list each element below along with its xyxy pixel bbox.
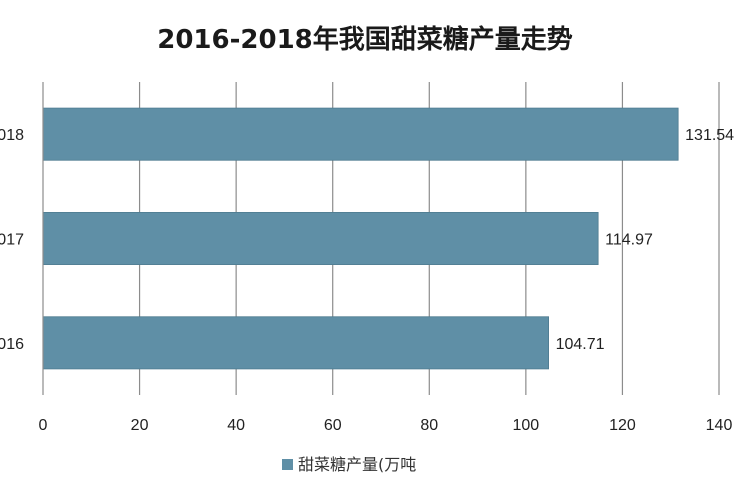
x-tick-label: 40 xyxy=(227,417,245,434)
x-tick-label: 60 xyxy=(324,417,342,434)
x-tick-label: 80 xyxy=(420,417,438,434)
bars xyxy=(42,107,679,370)
chart-title: 2016-2018年我国甜菜糖产量走势 xyxy=(157,24,573,55)
bar xyxy=(42,107,679,161)
x-tick-label: 0 xyxy=(39,417,48,434)
bar xyxy=(42,316,549,370)
axes: 0 20 40 60 80 100 120 140 016 017 018 xyxy=(0,82,732,434)
y-tick-label: 016 xyxy=(0,336,24,353)
bar xyxy=(42,212,599,265)
x-tick-label: 120 xyxy=(609,417,636,434)
legend: 甜菜糖产量(万吨 xyxy=(282,455,416,474)
x-tick-label: 20 xyxy=(131,417,149,434)
data-label: 114.97 xyxy=(605,232,653,249)
x-tick-label: 140 xyxy=(706,417,733,434)
y-tick-label: 017 xyxy=(0,232,24,249)
data-labels: 104.71 114.97 131.54 xyxy=(556,127,735,353)
x-tick-label: 100 xyxy=(513,417,540,434)
data-label: 104.71 xyxy=(556,336,605,353)
legend-swatch xyxy=(282,459,293,470)
legend-label: 甜菜糖产量(万吨 xyxy=(298,455,416,474)
data-label: 131.54 xyxy=(685,127,734,144)
y-tick-label: 018 xyxy=(0,127,24,144)
